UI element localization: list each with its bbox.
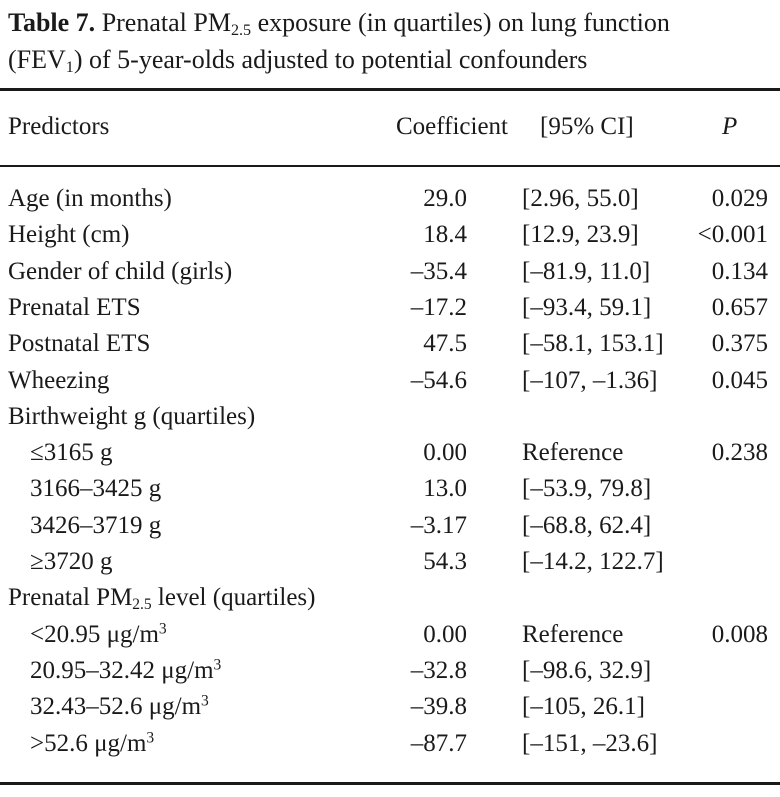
cell-coefficient: 47.5 bbox=[423, 330, 467, 358]
cell-p: <0.001 bbox=[697, 221, 768, 249]
cell-predictor: Birthweight g (quartiles) bbox=[8, 402, 256, 430]
cell-coefficient: –39.8 bbox=[410, 693, 467, 721]
caption-line-1: Table 7. Prenatal PM2.5 exposure (in qua… bbox=[8, 8, 670, 40]
header-p: P bbox=[722, 113, 738, 140]
table-row: Height (cm) 18.4 [12.9, 23.9] <0.001 bbox=[0, 217, 780, 253]
cell-p: 0.134 bbox=[711, 257, 768, 285]
cell-p: 0.029 bbox=[711, 185, 768, 212]
cell-predictor: ≥3720 g bbox=[30, 548, 113, 575]
table-caption: Table 7. Prenatal PM2.5 exposure (in qua… bbox=[8, 4, 774, 78]
table-row: Postnatal ETS 47.5 [–58.1, 153.1] 0.375 bbox=[0, 326, 780, 362]
top-rule bbox=[0, 88, 780, 91]
cell-predictor: >52.6 μg/m3 bbox=[30, 728, 155, 757]
cell-predictor: Height (cm) bbox=[8, 221, 130, 249]
cell-coefficient: –17.2 bbox=[410, 293, 467, 321]
table-row: Birthweight g (quartiles) bbox=[0, 399, 780, 435]
cell-ci: [–107, –1.36] bbox=[522, 366, 658, 394]
cell-p: 0.238 bbox=[711, 439, 768, 467]
header-coefficient: Coefficient bbox=[396, 113, 508, 140]
cell-coefficient: –32.8 bbox=[410, 656, 467, 684]
cell-predictor: 32.43–52.6 μg/m3 bbox=[30, 692, 209, 721]
cell-p: 0.375 bbox=[711, 330, 768, 358]
table-row: ≤3165 g 0.00 Reference 0.238 bbox=[0, 435, 780, 471]
cell-ci: [12.9, 23.9] bbox=[522, 221, 639, 249]
table-row: Wheezing –54.6 [–107, –1.36] 0.045 bbox=[0, 363, 780, 399]
cell-predictor: Postnatal ETS bbox=[8, 330, 151, 358]
table-row: 20.95–32.42 μg/m3 –32.8 [–98.6, 32.9] bbox=[0, 653, 780, 689]
cell-coefficient: 13.0 bbox=[423, 475, 467, 503]
cell-p: 0.045 bbox=[711, 366, 768, 394]
cell-coefficient: 54.3 bbox=[423, 548, 467, 575]
cell-ci: [–68.8, 62.4] bbox=[522, 511, 652, 539]
cell-ci: [–14.2, 122.7] bbox=[522, 548, 664, 575]
cell-ci: Reference bbox=[522, 620, 624, 648]
table-row: 32.43–52.6 μg/m3 –39.8 [–105, 26.1] bbox=[0, 689, 780, 725]
cell-predictor: Prenatal ETS bbox=[8, 293, 141, 321]
cell-coefficient: 18.4 bbox=[423, 221, 467, 249]
cell-p: 0.008 bbox=[711, 620, 768, 648]
cell-coefficient: 0.00 bbox=[423, 439, 467, 467]
table-label: Table 7. bbox=[8, 8, 96, 37]
header-predictors: Predictors bbox=[8, 113, 110, 140]
cell-predictor: Prenatal PM2.5 level (quartiles) bbox=[8, 584, 316, 614]
cell-ci: [–58.1, 153.1] bbox=[522, 330, 664, 358]
cell-coefficient: –54.6 bbox=[410, 366, 467, 394]
cell-predictor: Gender of child (girls) bbox=[8, 257, 233, 285]
cell-ci: [–105, 26.1] bbox=[522, 693, 645, 721]
cell-predictor: <20.95 μg/m3 bbox=[30, 620, 167, 648]
header-ci: [95% CI] bbox=[540, 113, 634, 140]
cell-coefficient: 0.00 bbox=[423, 620, 467, 648]
table-row: Age (in months) 29.0 [2.96, 55.0] 0.029 bbox=[0, 181, 780, 217]
cell-ci: [–53.9, 79.8] bbox=[522, 475, 652, 503]
table-row: Gender of child (girls) –35.4 [–81.9, 11.0… bbox=[0, 254, 780, 290]
cell-ci: [2.96, 55.0] bbox=[522, 185, 639, 212]
cell-predictor: ≤3165 g bbox=[30, 439, 113, 467]
table-row: 3166–3425 g 13.0 [–53.9, 79.8] bbox=[0, 471, 780, 507]
table-row: Prenatal ETS –17.2 [–93.4, 59.1] 0.657 bbox=[0, 290, 780, 326]
table-row: 3426–3719 g –3.17 [–68.8, 62.4] bbox=[0, 508, 780, 544]
cell-predictor: 20.95–32.42 μg/m3 bbox=[30, 656, 222, 684]
header-rule bbox=[0, 165, 780, 167]
cell-predictor: 3166–3425 g bbox=[30, 475, 162, 503]
cell-ci: [–81.9, 11.0] bbox=[522, 257, 651, 285]
table-row: ≥3720 g 54.3 [–14.2, 122.7] bbox=[0, 544, 780, 580]
caption-line-2: (FEV1) of 5-year-olds adjusted to potent… bbox=[8, 45, 588, 77]
cell-coefficient: –3.17 bbox=[410, 511, 467, 539]
cell-predictor: Wheezing bbox=[8, 366, 110, 394]
table-row: Prenatal PM2.5 level (quartiles) bbox=[0, 580, 780, 616]
cell-coefficient: –87.7 bbox=[410, 729, 467, 757]
bottom-rule bbox=[0, 782, 780, 785]
table-row: <20.95 μg/m3 0.00 Reference 0.008 bbox=[0, 617, 780, 653]
table-row: >52.6 μg/m3 –87.7 [–151, –23.6] bbox=[0, 726, 780, 762]
cell-coefficient: 29.0 bbox=[423, 185, 467, 212]
cell-coefficient: –35.4 bbox=[410, 257, 467, 285]
cell-predictor: Age (in months) bbox=[8, 185, 172, 212]
cell-predictor: 3426–3719 g bbox=[30, 511, 162, 539]
cell-ci: [–98.6, 32.9] bbox=[522, 656, 652, 684]
cell-p: 0.657 bbox=[711, 293, 768, 321]
cell-ci: [–151, –23.6] bbox=[522, 729, 658, 757]
cell-ci: Reference bbox=[522, 439, 624, 467]
cell-ci: [–93.4, 59.1] bbox=[522, 293, 652, 321]
